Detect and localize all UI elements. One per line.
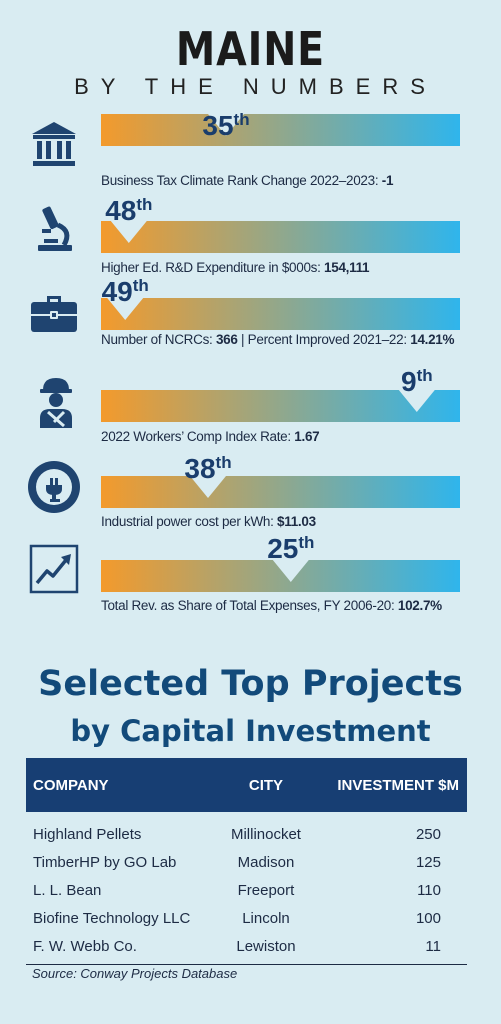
table-header-row: COMPANY CITY INVESTMENT $M (26, 758, 467, 812)
cell-city: Freeport (237, 881, 295, 899)
rank-bar-shape (101, 221, 460, 253)
page-title: MAINE (175, 22, 326, 76)
rank-value: 35th (202, 110, 249, 142)
rank-number: 38 (184, 453, 216, 484)
cell-investment: 250 (415, 825, 441, 843)
rank-bar (101, 476, 460, 508)
microscope-icon (38, 206, 72, 251)
table-row: Highland Pellets Millinocket 250 (26, 812, 467, 848)
cell-city: Madison (237, 853, 295, 871)
rank-bar (101, 114, 460, 146)
projects-title: Selected Top Projects (38, 664, 463, 704)
rank-bar (101, 560, 460, 592)
stat-value: 102.7% (397, 598, 442, 613)
cell-investment: 110 (417, 881, 441, 899)
cell-investment: 125 (415, 853, 441, 871)
stat-label: Business Tax Climate Rank Change 2022–20… (101, 172, 466, 189)
cell-investment: 11 (313, 932, 467, 965)
rank-bar (101, 390, 460, 422)
rank-bar-shape (101, 476, 460, 508)
stat-label: Number of NCRCs: 366 | Percent Improved … (101, 331, 466, 348)
bank-icon (32, 122, 76, 166)
trend-chart-icon (29, 544, 79, 594)
stat-value: $11.03 (277, 514, 316, 529)
column-header-investment: INVESTMENT $M (337, 776, 459, 794)
projects-table: COMPANY CITY INVESTMENT $M Highland Pell… (26, 758, 467, 965)
cell-city: Millinocket (230, 825, 301, 843)
rank-value: 38th (184, 453, 231, 485)
rank-suffix: th (416, 366, 433, 385)
table-row: Biofine Technology LLC Lincoln 100 (26, 904, 467, 932)
projects-subtitle: by Capital Investment (70, 714, 431, 748)
source-note: Source: Conway Projects Database (32, 966, 238, 981)
stat-label-text: Industrial power cost per kWh: (101, 514, 278, 529)
briefcase-icon (31, 296, 77, 332)
rank-value: 9th (401, 366, 433, 398)
table-row: L. L. Bean Freeport 110 (26, 876, 467, 904)
rank-number: 35 (202, 110, 234, 141)
rank-suffix: th (132, 276, 149, 295)
stat-value-2: 14.21% (410, 332, 455, 347)
cell-company: Highland Pellets (33, 825, 142, 843)
cell-company: L. L. Bean (33, 881, 102, 899)
rank-value: 48th (105, 195, 152, 227)
page-subtitle: BY THE NUMBERS (74, 74, 437, 99)
stat-label-text-2: | Percent Improved 2021–22: (237, 332, 411, 347)
rank-suffix: th (215, 453, 232, 472)
cell-company: Biofine Technology LLC (33, 909, 191, 927)
stat-label-text: Total Rev. as Share of Total Expenses, F… (101, 598, 398, 613)
stat-value: -1 (381, 173, 394, 188)
rank-bar-shape (101, 298, 460, 330)
rank-suffix: th (233, 110, 250, 129)
table-row: F. W. Webb Co. Lewiston 11 (26, 932, 467, 965)
stat-label: Industrial power cost per kWh: $11.03 (101, 513, 466, 530)
stat-label-text: Business Tax Climate Rank Change 2022–20… (101, 173, 382, 188)
rank-number: 48 (105, 195, 137, 226)
rank-bar (101, 221, 460, 253)
worker-icon (40, 378, 72, 428)
rank-number: 25 (267, 533, 299, 564)
rank-bar-shape (101, 390, 460, 422)
rank-bar-shape (101, 560, 460, 592)
stat-label: Higher Ed. R&D Expenditure in $000s: 154… (101, 259, 466, 276)
stat-label-text: 2022 Workers’ Comp Index Rate: (101, 429, 295, 444)
column-header-company: COMPANY (33, 776, 109, 794)
cell-city: Lincoln (242, 909, 290, 927)
stat-label-text: Number of NCRCs: (101, 332, 216, 347)
stat-value: 154,111 (324, 260, 370, 275)
stat-label: 2022 Workers’ Comp Index Rate: 1.67 (101, 428, 466, 445)
cell-investment: 100 (415, 909, 441, 927)
cell-company: F. W. Webb Co. (26, 932, 219, 965)
rank-value: 49th (102, 276, 149, 308)
power-plug-icon (28, 461, 80, 513)
table-row: TimberHP by GO Lab Madison 125 (26, 848, 467, 876)
rank-bar (101, 298, 460, 330)
stat-label: Total Rev. as Share of Total Expenses, F… (101, 597, 466, 614)
rank-number: 9 (400, 366, 417, 397)
rank-bar-shape (101, 114, 460, 146)
rank-suffix: th (298, 533, 315, 552)
rank-number: 49 (101, 276, 133, 307)
cell-company: TimberHP by GO Lab (33, 853, 177, 871)
column-header-city: CITY (248, 776, 284, 794)
stat-value: 1.67 (294, 429, 320, 444)
rank-value: 25th (267, 533, 314, 565)
stat-label-text: Higher Ed. R&D Expenditure in $000s: (101, 260, 325, 275)
stat-value: 366 (215, 332, 238, 347)
rank-suffix: th (136, 195, 153, 214)
cell-city: Lewiston (218, 932, 314, 965)
